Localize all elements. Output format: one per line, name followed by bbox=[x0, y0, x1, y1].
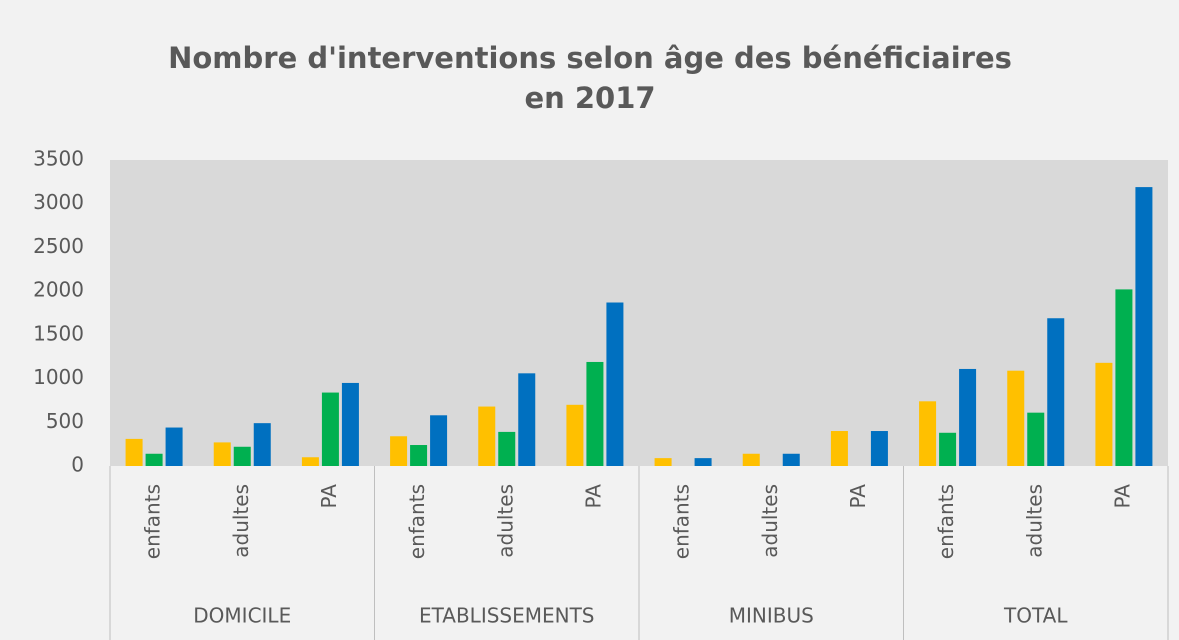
bar bbox=[518, 373, 536, 466]
y-tick-label: 3000 bbox=[33, 190, 84, 214]
bar bbox=[498, 431, 516, 466]
group-label: MINIBUS bbox=[729, 604, 814, 628]
x-tick-label: enfants bbox=[670, 484, 694, 559]
y-tick-label: 3500 bbox=[33, 147, 84, 171]
bar bbox=[1135, 187, 1153, 467]
bar bbox=[145, 453, 163, 466]
bar bbox=[919, 401, 937, 466]
bar bbox=[125, 438, 143, 466]
bar bbox=[870, 431, 888, 466]
bar bbox=[654, 458, 672, 466]
bar bbox=[566, 404, 584, 466]
x-tick-label: adultes bbox=[758, 484, 782, 558]
x-tick-label: PA bbox=[846, 484, 870, 509]
bar bbox=[1027, 412, 1045, 466]
bar bbox=[959, 368, 977, 466]
plot-area bbox=[110, 160, 1168, 466]
y-tick-label: 2500 bbox=[33, 234, 84, 258]
y-tick-label: 0 bbox=[71, 453, 84, 477]
x-tick-label: enfants bbox=[141, 484, 165, 559]
bar bbox=[213, 442, 231, 466]
bar bbox=[390, 436, 408, 466]
chart-title: en 2017 bbox=[524, 81, 655, 115]
group-label: DOMICILE bbox=[193, 604, 291, 628]
bar bbox=[694, 458, 712, 466]
bar bbox=[165, 427, 183, 466]
y-tick-label: 1000 bbox=[33, 365, 84, 389]
bar bbox=[1007, 370, 1025, 466]
bar bbox=[782, 453, 800, 466]
bar bbox=[430, 415, 448, 466]
x-tick-label: PA bbox=[581, 484, 605, 509]
bar bbox=[1047, 318, 1065, 466]
bar bbox=[586, 361, 604, 466]
bar bbox=[1115, 289, 1133, 466]
bar bbox=[321, 392, 339, 466]
bar bbox=[253, 423, 271, 466]
x-tick-label: enfants bbox=[405, 484, 429, 559]
bar bbox=[1095, 362, 1113, 466]
x-tick-label: adultes bbox=[493, 484, 517, 558]
x-tick-label: adultes bbox=[1022, 484, 1046, 558]
bar bbox=[478, 406, 496, 466]
bar bbox=[341, 382, 359, 466]
bar bbox=[233, 446, 251, 466]
bar bbox=[606, 302, 624, 466]
x-tick-label: adultes bbox=[229, 484, 253, 558]
bar bbox=[410, 445, 428, 466]
bar bbox=[301, 457, 319, 466]
chart-title: Nombre d'interventions selon âge des bén… bbox=[168, 41, 1012, 75]
x-tick-label: PA bbox=[1110, 484, 1134, 509]
group-label: ETABLISSEMENTS bbox=[419, 604, 595, 628]
y-tick-label: 2000 bbox=[33, 278, 84, 302]
x-tick-label: PA bbox=[317, 484, 341, 509]
y-tick-label: 500 bbox=[46, 409, 84, 433]
x-tick-label: enfants bbox=[934, 484, 958, 559]
bar bbox=[830, 431, 848, 466]
y-tick-label: 1500 bbox=[33, 321, 84, 345]
bar bbox=[939, 432, 957, 466]
group-label: TOTAL bbox=[1003, 604, 1068, 628]
bar bbox=[742, 453, 760, 466]
